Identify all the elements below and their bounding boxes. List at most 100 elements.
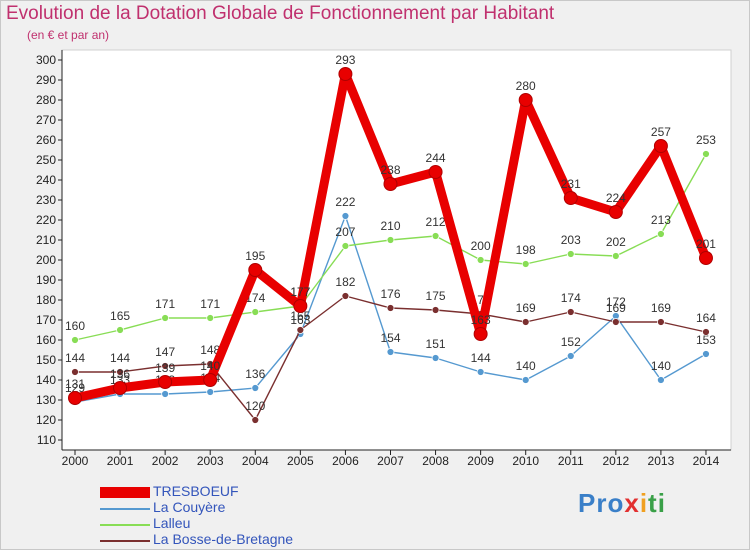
x-tick-label: 2014 [693, 454, 720, 468]
data-point-lalleu [251, 308, 260, 316]
data-label-la-bosse-de-bretagne: 169 [606, 301, 626, 315]
data-point-la-bosse-de-bretagne [521, 318, 530, 326]
data-point-lalleu [206, 314, 215, 322]
data-point-tresboeuf [338, 67, 353, 81]
data-point-la-couyere [251, 384, 260, 392]
data-point-la-couyere [431, 354, 440, 362]
data-point-tresboeuf [203, 373, 218, 387]
data-point-la-couyere [476, 368, 485, 376]
y-tick-label: 260 [36, 133, 56, 147]
data-point-la-bosse-de-bretagne [431, 306, 440, 314]
y-tick-label: 170 [36, 313, 56, 327]
data-point-tresboeuf [698, 251, 713, 265]
data-point-tresboeuf [293, 299, 308, 313]
data-label-tresboeuf: 224 [606, 191, 626, 205]
data-label-la-bosse-de-bretagne: 176 [380, 287, 400, 301]
data-label-la-couyere: 153 [696, 333, 716, 347]
data-label-tresboeuf: 280 [516, 79, 536, 93]
data-point-lalleu [702, 150, 710, 158]
data-label-tresboeuf: 293 [335, 53, 355, 67]
y-tick-label: 240 [36, 173, 56, 187]
data-point-lalleu [161, 314, 170, 322]
y-tick-label: 190 [36, 273, 56, 287]
data-label-lalleu: 207 [335, 225, 355, 239]
data-label-la-couyere: 151 [426, 337, 446, 351]
y-tick-label: 160 [36, 333, 56, 347]
data-label-tresboeuf: 257 [651, 125, 671, 139]
y-tick-label: 230 [36, 193, 56, 207]
x-tick-label: 2000 [62, 454, 89, 468]
data-point-lalleu [521, 260, 530, 268]
data-point-la-couyere [521, 376, 530, 384]
series-tresboeuf: 131 136 139 140 195 177 293 238 244 163 280 231 224 2… [65, 53, 716, 405]
data-label-lalleu: 174 [245, 291, 265, 305]
data-label-la-couyere: 129 [65, 381, 85, 395]
y-tick-label: 220 [36, 213, 56, 227]
y-tick-label: 300 [36, 53, 56, 67]
data-point-la-couyere [702, 350, 710, 358]
x-tick-label: 2009 [467, 454, 494, 468]
data-point-tresboeuf [158, 375, 173, 389]
data-point-la-bosse-de-bretagne [116, 368, 124, 376]
y-tick-label: 290 [36, 73, 56, 87]
data-label-lalleu: 213 [651, 213, 671, 227]
legend-swatch-lalleu [100, 524, 150, 526]
data-label-lalleu: 253 [696, 133, 716, 147]
data-point-tresboeuf [608, 205, 623, 219]
x-tick-label: 2004 [242, 454, 269, 468]
data-point-tresboeuf [248, 263, 263, 277]
data-label-lalleu: 202 [606, 235, 626, 249]
data-label-tresboeuf: 201 [696, 237, 716, 251]
data-point-la-bosse-de-bretagne [566, 308, 575, 316]
data-point-la-bosse-de-bretagne [341, 292, 350, 300]
data-label-la-bosse-de-bretagne: 169 [651, 301, 671, 315]
data-label-la-bosse-de-bretagne: 175 [426, 289, 446, 303]
data-point-lalleu [116, 326, 124, 334]
data-label-la-bosse-de-bretagne: 120 [245, 399, 265, 413]
data-point-la-bosse-de-bretagne [161, 362, 170, 370]
x-tick-label: 2007 [377, 454, 404, 468]
data-point-la-couyere [161, 390, 170, 398]
data-label-la-couyere: 163 [290, 313, 310, 327]
data-point-tresboeuf [383, 177, 398, 191]
data-point-lalleu [476, 256, 485, 264]
data-point-la-bosse-de-bretagne [702, 328, 710, 336]
chart-subtitle: (en € et par an) [27, 28, 110, 42]
data-label-la-couyere: 144 [471, 351, 491, 365]
data-point-tresboeuf [68, 391, 82, 405]
line-chart: 110 120 130 140 150 160 170 180 190 200 210 220 230 2… [36, 49, 732, 468]
y-tick-label: 180 [36, 293, 56, 307]
x-tick-label: 2002 [152, 454, 179, 468]
data-label-la-couyere: 172 [606, 295, 626, 309]
data-label-la-bosse-de-bretagne: 174 [561, 291, 581, 305]
data-point-tresboeuf [563, 191, 578, 205]
y-tick-label: 250 [36, 153, 56, 167]
data-point-tresboeuf [653, 139, 668, 153]
data-label-la-bosse-de-bretagne: 169 [516, 301, 536, 315]
data-label-lalleu: 165 [110, 309, 130, 323]
data-label-lalleu: 160 [65, 319, 85, 333]
data-label-lalleu: 171 [155, 297, 175, 311]
data-point-la-couyere [206, 388, 215, 396]
legend-swatch-tresboeuf [100, 487, 150, 498]
x-tick-label: 2006 [332, 454, 359, 468]
legend-label-tresboeuf: TRESBOEUF [153, 483, 239, 499]
data-label-la-couyere: 136 [245, 367, 265, 381]
data-label-la-bosse-de-bretagne: 144 [110, 351, 130, 365]
data-label-tresboeuf: 131 [65, 377, 85, 391]
plot-area [61, 49, 732, 451]
data-point-la-couyere [566, 352, 575, 360]
data-label-la-bosse-de-bretagne: 182 [335, 275, 355, 289]
data-point-la-couyere [386, 348, 395, 356]
proxiti-logo: Proxiti [578, 488, 666, 518]
data-point-la-bosse-de-bretagne [296, 326, 305, 334]
data-label-la-bosse-de-bretagne: 147 [155, 345, 175, 359]
y-tick-label: 130 [36, 393, 56, 407]
y-tick-label: 200 [36, 253, 56, 267]
data-point-lalleu [657, 230, 665, 238]
data-label-lalleu: 210 [380, 219, 400, 233]
y-tick-label: 120 [36, 413, 56, 427]
data-label-la-couyere: 222 [335, 195, 355, 209]
data-label-tresboeuf: 136 [110, 367, 130, 381]
